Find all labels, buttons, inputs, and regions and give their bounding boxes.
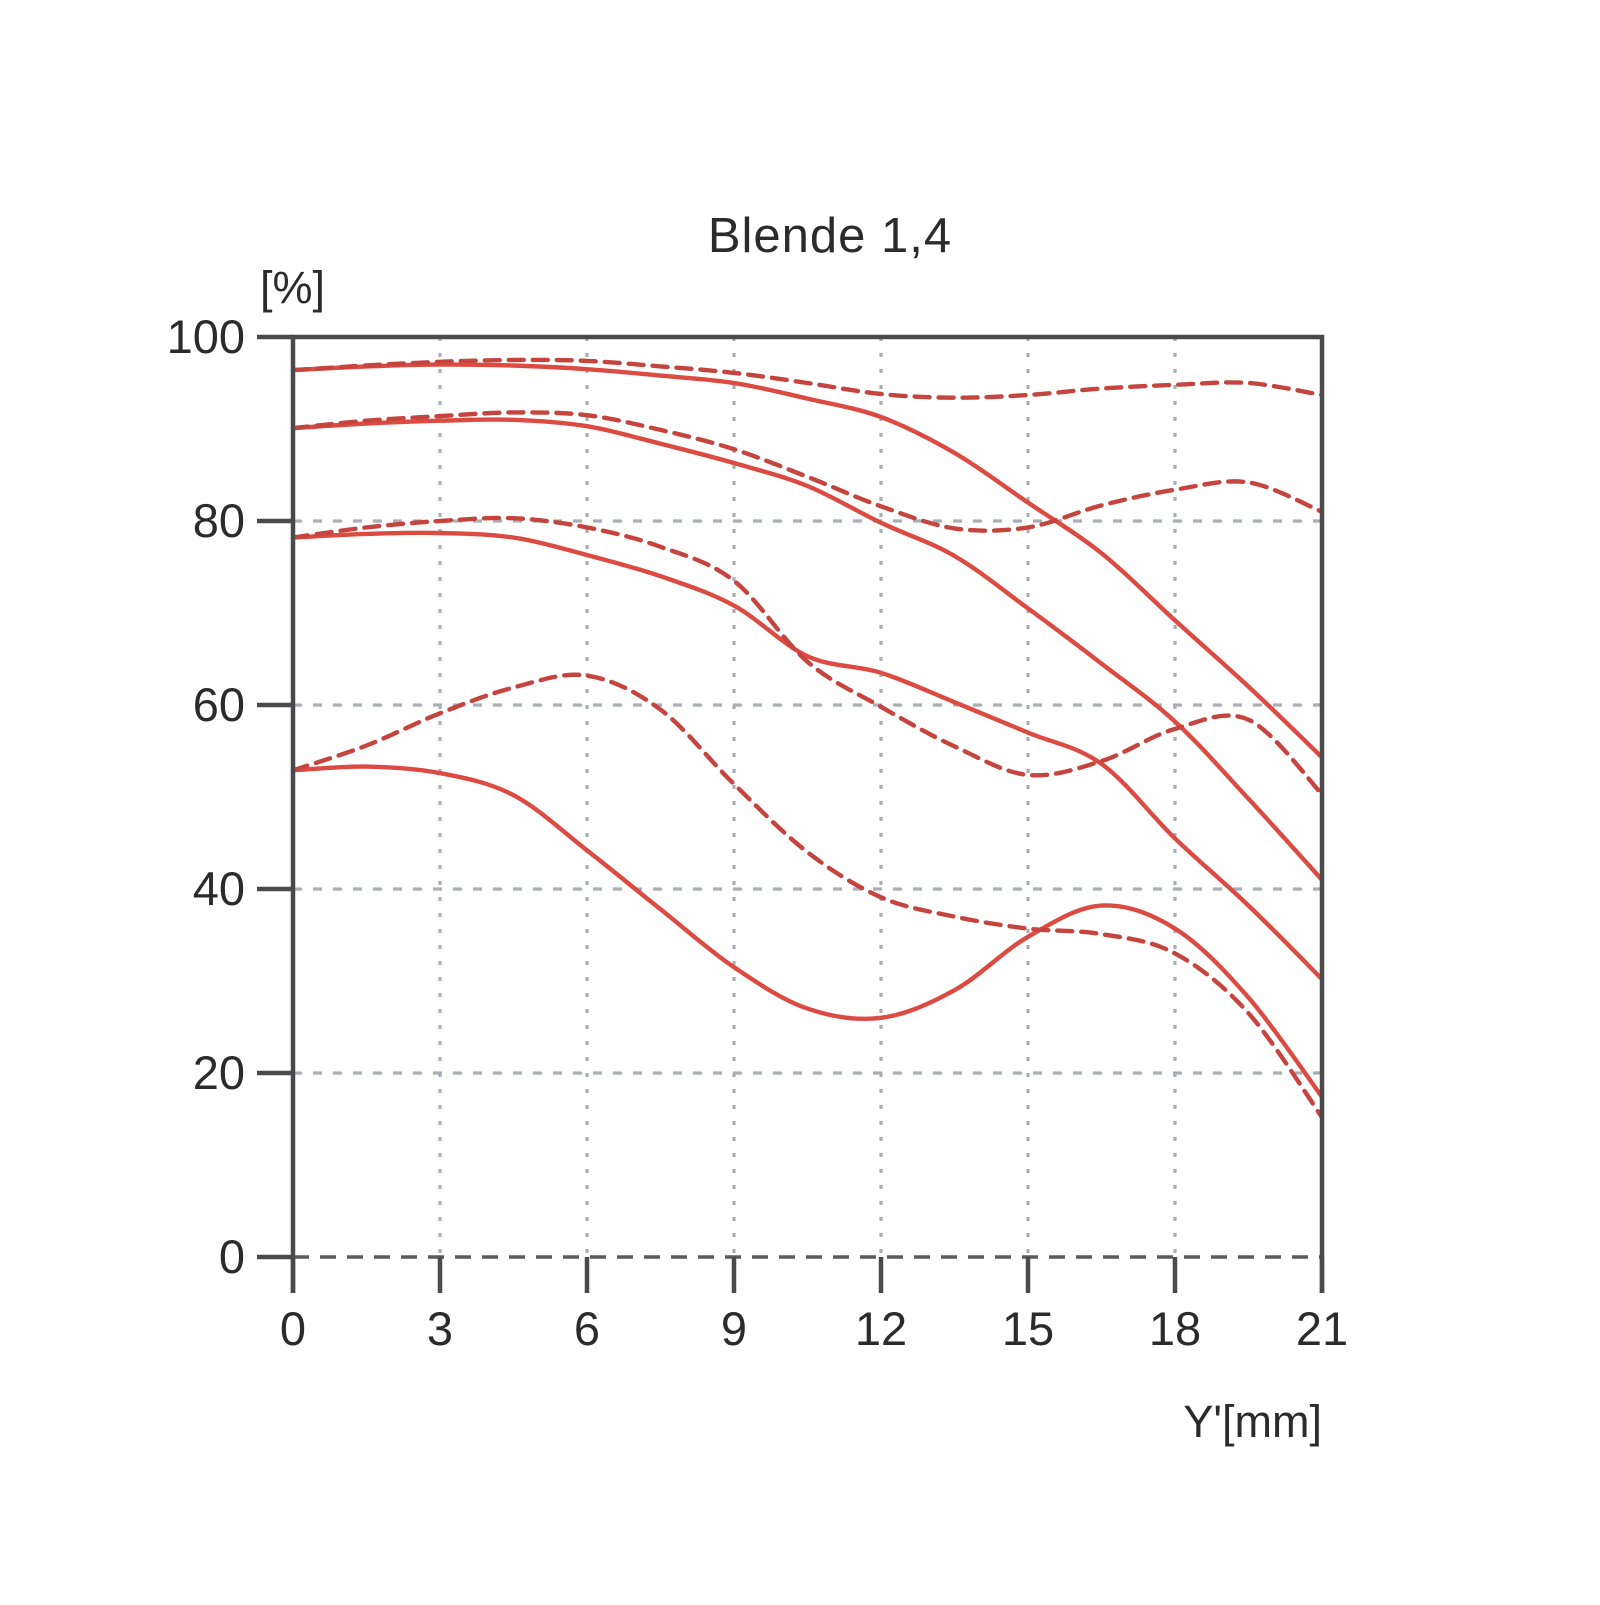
mtf-curve-pair-3-dashed [290, 515, 1325, 797]
mtf-curve-pair-1-dashed [290, 357, 1325, 400]
mtf-curve-pair-4-dashed [290, 672, 1325, 1120]
y-tick-label: 40 [193, 862, 245, 915]
mtf-curve-pair-2-dashed [290, 410, 1325, 533]
chart-title: Blende 1,4 [708, 209, 952, 263]
x-tick-label: 18 [1149, 1302, 1201, 1355]
y-tick-label: 0 [219, 1230, 245, 1283]
mtf-curve-pair-4-solid [290, 764, 1325, 1100]
x-tick-label: 0 [280, 1302, 306, 1355]
x-tick-label: 3 [427, 1302, 453, 1355]
mtf-curve-pair-3-solid [290, 530, 1325, 982]
axis-ticks [257, 334, 1325, 1293]
y-tick-label: 100 [167, 310, 245, 363]
x-tick-label: 9 [721, 1302, 747, 1355]
y-tick-label: 20 [193, 1046, 245, 1099]
x-tick-label: 12 [855, 1302, 907, 1355]
axes-frame [290, 334, 1325, 1293]
x-tick-label: 21 [1296, 1302, 1348, 1355]
y-tick-label: 80 [193, 494, 245, 547]
x-tick-label: 6 [574, 1302, 600, 1355]
mtf-curve-pair-1-solid [290, 362, 1325, 760]
y-tick-label: 60 [193, 678, 245, 731]
y-axis-unit-label: [%] [260, 262, 325, 313]
x-axis-label: Y'[mm] [1183, 1396, 1322, 1447]
mtf-curve-pair-2-solid [290, 417, 1325, 882]
mtf-curves [290, 357, 1325, 1120]
axis-tick-labels: 0 20 40 60 80 100 0 3 6 9 12 15 18 21 [167, 310, 1349, 1355]
x-tick-label: 15 [1002, 1302, 1054, 1355]
gridlines [293, 337, 1322, 1259]
